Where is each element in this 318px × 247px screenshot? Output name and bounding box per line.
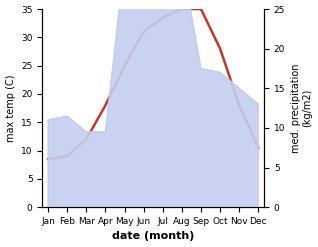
Y-axis label: max temp (C): max temp (C): [5, 74, 16, 142]
X-axis label: date (month): date (month): [112, 231, 194, 242]
Y-axis label: med. precipitation
(kg/m2): med. precipitation (kg/m2): [291, 63, 313, 153]
